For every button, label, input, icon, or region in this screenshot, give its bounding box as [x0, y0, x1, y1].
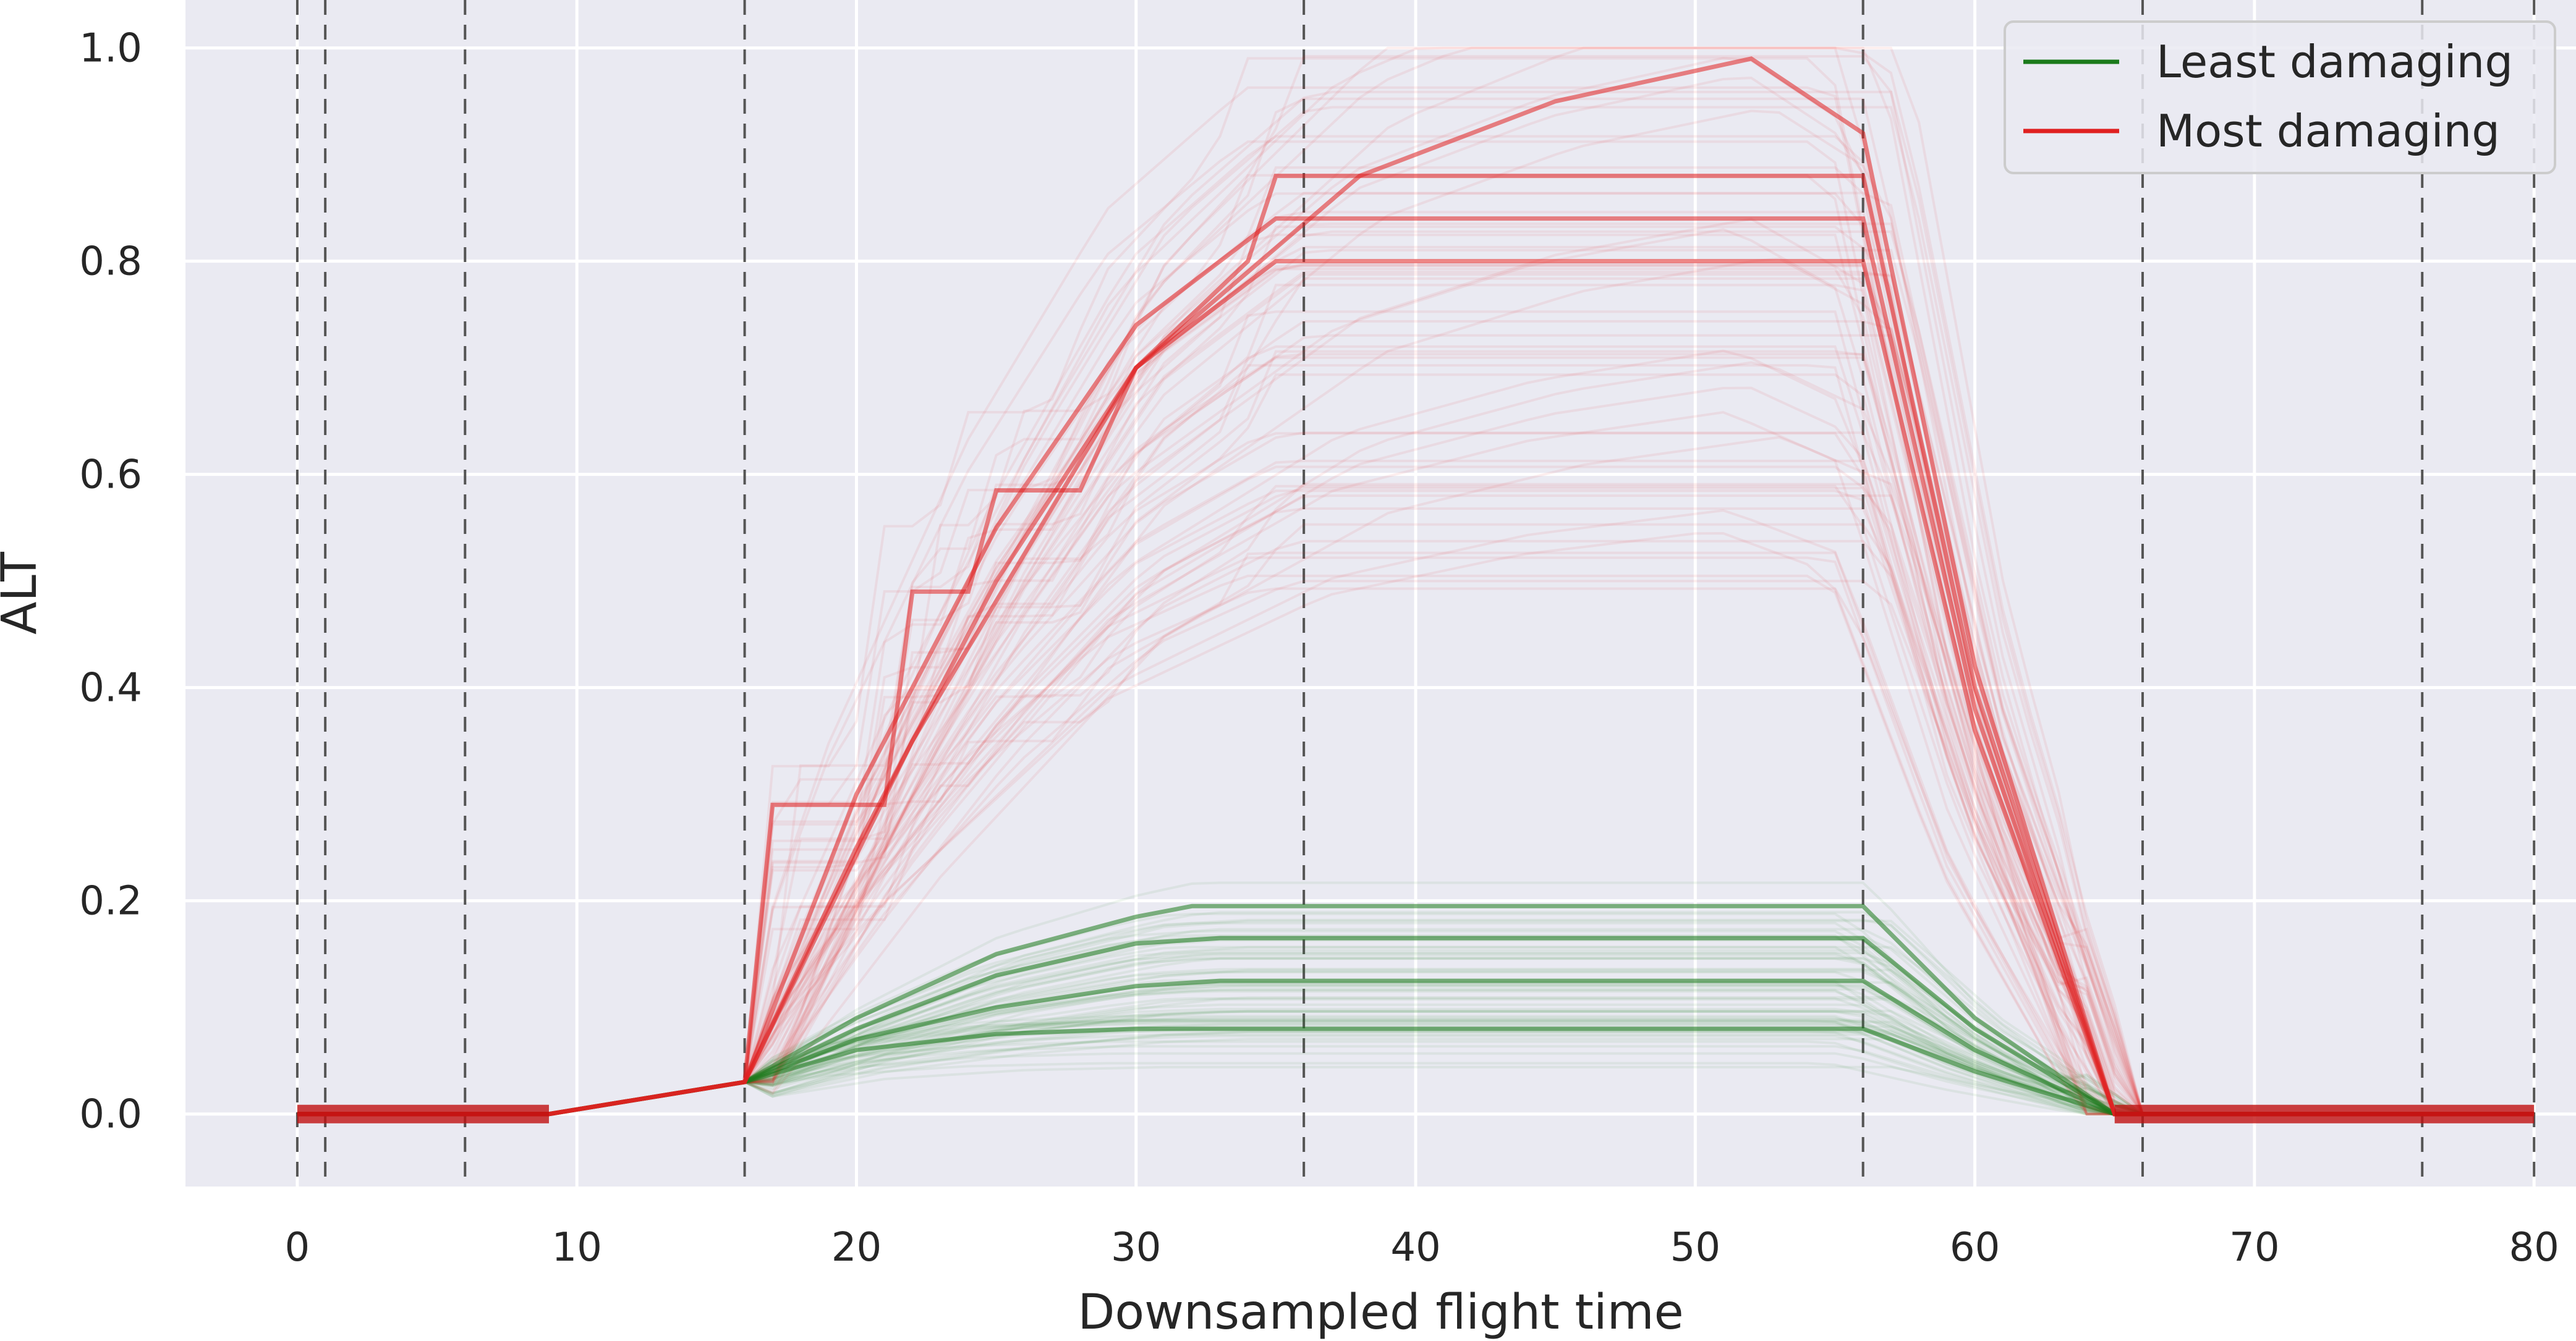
y-tick-label: 0.8	[79, 239, 142, 285]
plot-area-background	[185, 0, 2576, 1187]
x-tick-label: 0	[285, 1225, 310, 1271]
legend-box	[2004, 20, 2556, 174]
x-tick-label: 20	[831, 1225, 882, 1271]
x-axis-title: Downsampled flight time	[1078, 1285, 1683, 1340]
x-tick-label: 60	[1950, 1225, 2000, 1271]
most-damaging-line	[297, 56, 2535, 1117]
x-tick-label: 80	[2509, 1225, 2559, 1271]
y-tick-label: 0.2	[79, 879, 142, 924]
x-tick-label: 10	[551, 1225, 601, 1271]
most-damaging-line	[297, 174, 2535, 1117]
x-tick-label: 70	[2229, 1225, 2279, 1271]
y-tick-label: 0.6	[79, 452, 142, 498]
x-tick-label: 50	[1670, 1225, 1720, 1271]
y-tick-label: 0.0	[79, 1092, 142, 1138]
y-tick-labels: 0.0 0.2 0.4 0.6 0.8 1.0	[79, 26, 142, 1138]
y-tick-label: 1.0	[79, 26, 142, 72]
legend-label: Most damaging	[2156, 105, 2500, 157]
y-axis-title: ALT	[0, 552, 48, 635]
x-tick-label: 40	[1390, 1225, 1440, 1271]
y-tick-label: 0.4	[79, 666, 142, 711]
x-tick-label: 30	[1111, 1225, 1161, 1271]
series-lines	[297, 46, 2535, 1123]
x-tick-labels: 0 10 20 30 40 50 60 70 80	[285, 1225, 2559, 1271]
legend: Least damaging Most damaging	[2004, 20, 2556, 174]
legend-label: Least damaging	[2156, 36, 2513, 88]
vertical-dashed-lines	[295, 0, 2536, 1187]
